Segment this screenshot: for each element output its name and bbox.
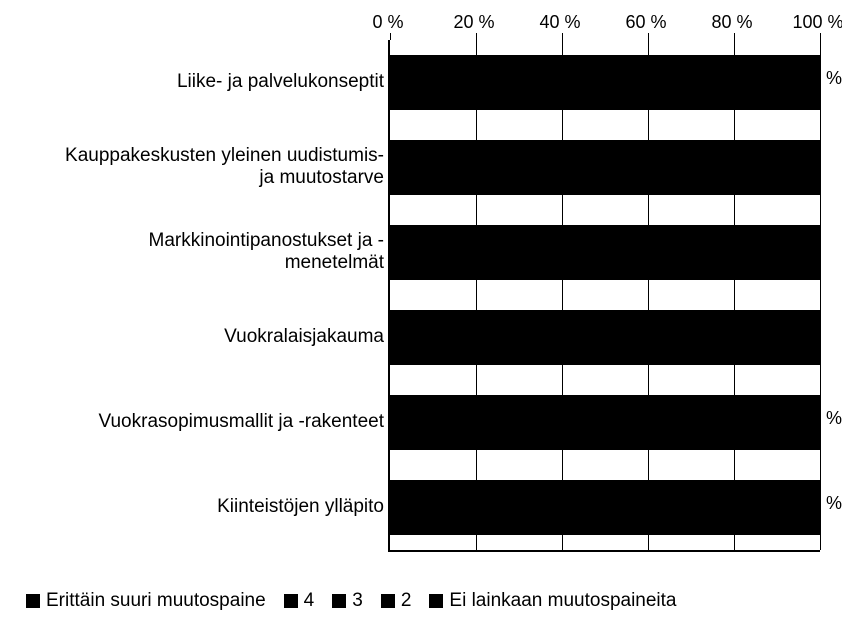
bar-segment	[390, 310, 476, 365]
legend-item: 3	[332, 590, 363, 612]
bar-segment	[476, 395, 562, 450]
bar-segment	[562, 225, 648, 280]
legend-item: 2	[381, 590, 412, 612]
bar-segment	[734, 140, 820, 195]
x-axis-tick-label: 0 %	[372, 12, 403, 33]
category-label-line: Liike- ja palvelukonseptit	[4, 71, 384, 94]
legend-swatch	[381, 594, 395, 608]
category-label-line: Vuokralaisjakauma	[4, 326, 384, 349]
bar-segment	[562, 310, 648, 365]
bar-segment	[648, 225, 734, 280]
legend-swatch	[429, 594, 443, 608]
bar-row: %	[390, 380, 820, 465]
tickmark	[562, 33, 563, 40]
bar-segment	[476, 55, 562, 110]
bar-segment	[648, 140, 734, 195]
x-axis-tick-label: 60 %	[625, 12, 666, 33]
category-label-line: Kauppakeskusten yleinen uudistumis-	[4, 145, 384, 168]
gridline	[820, 40, 821, 550]
stacked-bar	[390, 55, 820, 110]
legend-label: Ei lainkaan muutospaineita	[449, 590, 676, 612]
legend-item: Erittäin suuri muutospaine	[26, 590, 266, 612]
legend-label: 2	[401, 590, 412, 612]
legend-swatch	[332, 594, 346, 608]
category-label: Vuokrasopimusmallit ja -rakenteet	[4, 411, 384, 434]
category-label-line: Markkinointipanostukset ja -	[4, 230, 384, 253]
legend-item: Ei lainkaan muutospaineita	[429, 590, 676, 612]
legend-swatch	[26, 594, 40, 608]
bar-row	[390, 125, 820, 210]
category-label: Markkinointipanostukset ja -menetelmät	[4, 230, 384, 276]
x-axis-tick-label: 100 %	[792, 12, 842, 33]
tickmark	[476, 33, 477, 40]
legend-label: 4	[304, 590, 315, 612]
category-label-line: Vuokrasopimusmallit ja -rakenteet	[4, 411, 384, 434]
bar-segment	[562, 480, 648, 535]
bar-segment	[390, 225, 476, 280]
category-label: Liike- ja palvelukonseptit	[4, 71, 384, 94]
stacked-bar	[390, 395, 820, 450]
bar-end-label: %	[826, 68, 842, 89]
stacked-bar	[390, 140, 820, 195]
bar-segment	[734, 480, 820, 535]
bar-row: %	[390, 40, 820, 125]
stacked-bar	[390, 310, 820, 365]
bar-row	[390, 210, 820, 295]
legend: Erittäin suuri muutospaine 4 3 2 Ei lainkaan…	[26, 590, 832, 612]
x-axis-tick-label: 40 %	[539, 12, 580, 33]
legend-swatch	[284, 594, 298, 608]
stacked-bar-chart: 0 % 20 % 40 % 60 % 80 % 100 % %%% Liike- ja p…	[0, 0, 842, 622]
stacked-bar	[390, 225, 820, 280]
legend-label: Erittäin suuri muutospaine	[46, 590, 266, 612]
tickmark	[648, 33, 649, 40]
stacked-bar	[390, 480, 820, 535]
category-label-line: Kiinteistöjen ylläpito	[4, 496, 384, 519]
bar-segment	[648, 480, 734, 535]
bar-segment	[390, 140, 476, 195]
category-label: Kiinteistöjen ylläpito	[4, 496, 384, 519]
x-axis-tick-label: 20 %	[453, 12, 494, 33]
bar-segment	[390, 55, 476, 110]
bar-segment	[476, 480, 562, 535]
legend-label: 3	[352, 590, 363, 612]
bar-segment	[476, 140, 562, 195]
bar-segment	[734, 55, 820, 110]
legend-item: 4	[284, 590, 315, 612]
bar-segment	[476, 310, 562, 365]
category-label: Kauppakeskusten yleinen uudistumis-ja mu…	[4, 145, 384, 191]
category-label-line: ja muutostarve	[4, 167, 384, 190]
bar-end-label: %	[826, 493, 842, 514]
bar-segment	[390, 395, 476, 450]
x-axis-tick-label: 80 %	[711, 12, 752, 33]
bar-segment	[562, 140, 648, 195]
bar-segment	[390, 480, 476, 535]
bar-row: %	[390, 465, 820, 550]
bar-segment	[562, 55, 648, 110]
bar-end-label: %	[826, 408, 842, 429]
bar-segment	[648, 310, 734, 365]
bar-segment	[734, 395, 820, 450]
bar-segment	[734, 310, 820, 365]
bar-segment	[734, 225, 820, 280]
bar-segment	[648, 395, 734, 450]
bar-segment	[476, 225, 562, 280]
tickmark	[820, 33, 821, 40]
plot-area: %%%	[388, 40, 820, 552]
tickmark	[390, 33, 391, 40]
category-label: Vuokralaisjakauma	[4, 326, 384, 349]
bar-segment	[562, 395, 648, 450]
tickmark	[734, 33, 735, 40]
bar-row	[390, 295, 820, 380]
category-label-line: menetelmät	[4, 252, 384, 275]
bar-segment	[648, 55, 734, 110]
